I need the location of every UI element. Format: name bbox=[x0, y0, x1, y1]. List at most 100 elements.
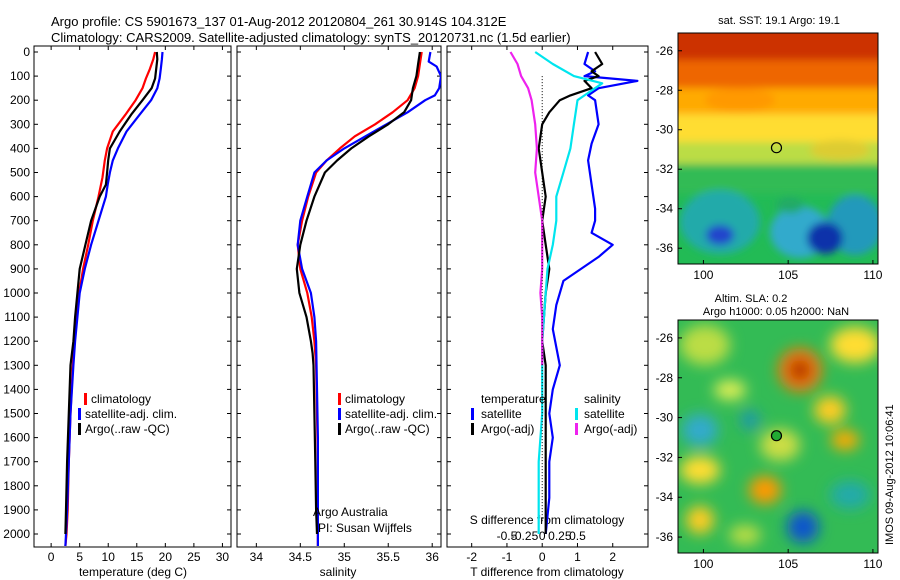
depth-tick-label: 100 bbox=[10, 69, 30, 83]
map-x-tick-label: 100 bbox=[693, 268, 713, 282]
map-y-tick-label: -30 bbox=[656, 123, 674, 137]
map-y-tick-label: -30 bbox=[656, 411, 674, 425]
depth-tick-label: 600 bbox=[10, 190, 30, 204]
salinity-xlabel: salinity bbox=[320, 565, 357, 579]
series-line bbox=[534, 51, 604, 534]
x-tick-label: 25 bbox=[187, 550, 201, 564]
map-y-tick-label: -28 bbox=[656, 83, 674, 97]
x-tick-label: 15 bbox=[130, 550, 144, 564]
depth-tick-label: 700 bbox=[10, 214, 30, 228]
s-difference-tick-label: -0.5 bbox=[497, 529, 518, 543]
series-line bbox=[64, 51, 164, 547]
imos-timestamp: IMOS 09-Aug-2012 10:06:41 bbox=[884, 404, 896, 545]
s-difference-tick-label: 0.5 bbox=[569, 529, 586, 543]
depth-axis: 0 100 200 300 400 500 600 700 800 900 1000 1100 1200… bbox=[3, 45, 648, 541]
x-tick-label: 5 bbox=[76, 550, 83, 564]
depth-tick-label: 1500 bbox=[3, 407, 30, 421]
map-y-tick-label: -34 bbox=[656, 490, 674, 504]
map-y-tick-label: -26 bbox=[656, 44, 674, 58]
legend-t-argo-swatch bbox=[471, 423, 474, 435]
series-line bbox=[295, 51, 421, 535]
x-tick-label: 0 bbox=[539, 550, 546, 564]
legend-argo-label: Argo(..raw -QC) bbox=[85, 422, 170, 436]
depth-tick-label: 800 bbox=[10, 238, 30, 252]
s-difference-tick-label: 0.25 bbox=[548, 529, 572, 543]
map-y-tick-label: -26 bbox=[656, 331, 674, 345]
t-difference-xlabel: T difference from climatology bbox=[470, 565, 624, 579]
map-y-tick-label: -32 bbox=[656, 162, 674, 176]
salinity-panel-frame bbox=[236, 45, 442, 548]
sla-map-field bbox=[678, 320, 878, 553]
series-line bbox=[64, 51, 159, 535]
temperature-legend: climatology satellite-adj. clim. Argo(..… bbox=[78, 392, 177, 436]
depth-tick-label: 1200 bbox=[3, 334, 30, 348]
legend-s-argo-label: Argo(-adj) bbox=[584, 422, 637, 436]
x-tick-label: 35.5 bbox=[377, 550, 401, 564]
depth-tick-label: 200 bbox=[10, 93, 30, 107]
depth-tick-label: 1900 bbox=[3, 503, 30, 517]
x-tick-label: 1 bbox=[574, 550, 581, 564]
depth-tick-label: 300 bbox=[10, 117, 30, 131]
depth-tick-label: 1600 bbox=[3, 431, 30, 445]
legend-s-satellite-swatch bbox=[575, 408, 578, 420]
x-tick-label: -2 bbox=[466, 550, 477, 564]
depth-tick-label: 500 bbox=[10, 166, 30, 180]
legend-temperature-heading: temperature bbox=[481, 392, 546, 406]
legend-climatology-label: climatology bbox=[91, 392, 151, 406]
map-y-tick-label: -28 bbox=[656, 371, 674, 385]
difference-panel-frame bbox=[446, 45, 649, 548]
legend-s-satellite-label: satellite bbox=[584, 407, 625, 421]
legend-satellite-swatch bbox=[338, 408, 341, 420]
x-tick-label: 34.5 bbox=[289, 550, 313, 564]
legend-argo-label: Argo(..raw -QC) bbox=[345, 422, 430, 436]
x-tick-label: 2 bbox=[609, 550, 616, 564]
sst-map-title: sat. SST: 19.1 Argo: 19.1 bbox=[718, 15, 840, 27]
sla-map-title-line2: Argo h1000: 0.05 h2000: NaN bbox=[703, 306, 849, 318]
map-y-tick-label: -36 bbox=[656, 530, 674, 544]
depth-tick-label: 1700 bbox=[3, 455, 30, 469]
salinity-legend: climatology satellite-adj. clim. Argo(..… bbox=[338, 392, 437, 436]
depth-tick-label: 1400 bbox=[3, 382, 30, 396]
x-tick-label: 30 bbox=[216, 550, 230, 564]
s-difference-tick-label: -0.25 bbox=[511, 529, 539, 543]
legend-salinity-heading: salinity bbox=[584, 392, 621, 406]
s-difference-x-axis: -0.5-0.25 0 0.250.5 bbox=[497, 529, 587, 543]
x-tick-label: 35 bbox=[338, 550, 352, 564]
x-tick-label: 10 bbox=[102, 550, 116, 564]
x-tick-label: 34 bbox=[250, 550, 264, 564]
legend-t-argo-label: Argo(-adj) bbox=[481, 422, 534, 436]
legend-climatology-swatch bbox=[84, 393, 87, 405]
sla-map-axes: 100 105 110 -26 -28 -30 -32 -34 -36 bbox=[656, 331, 883, 571]
s-difference-tick-label: 0 bbox=[539, 529, 546, 543]
depth-tick-label: 1800 bbox=[3, 479, 30, 493]
difference-plot-area bbox=[509, 51, 639, 535]
sla-argo-location-marker bbox=[770, 430, 783, 442]
legend-satellite-label: satellite-adj. clim. bbox=[85, 407, 177, 421]
legend-climatology-label: climatology bbox=[345, 392, 405, 406]
sla-map-frame bbox=[677, 319, 879, 554]
t-difference-x-axis: -2 -1 0 1 2 bbox=[466, 46, 616, 564]
sst-map-frame bbox=[677, 32, 879, 265]
credit-line2: PI: Susan Wijffels bbox=[318, 521, 412, 535]
map-x-tick-label: 105 bbox=[778, 557, 798, 571]
map-x-tick-label: 100 bbox=[693, 557, 713, 571]
depth-tick-label: 900 bbox=[10, 262, 30, 276]
map-y-tick-label: -32 bbox=[656, 450, 674, 464]
legend-t-satellite-label: satellite bbox=[481, 407, 522, 421]
credit-line1: Argo Australia bbox=[313, 505, 388, 519]
x-tick-label: 0 bbox=[48, 550, 55, 564]
depth-tick-label: 2000 bbox=[3, 527, 30, 541]
map-y-tick-label: -34 bbox=[656, 202, 674, 216]
series-line bbox=[296, 51, 441, 546]
legend-s-argo-swatch bbox=[575, 423, 578, 435]
figure-title-line1: Argo profile: CS 5901673_137 01-Aug-2012… bbox=[51, 14, 507, 29]
map-x-tick-label: 105 bbox=[778, 268, 798, 282]
sst-argo-location-marker bbox=[770, 142, 783, 154]
temperature-plot-area bbox=[64, 51, 164, 547]
map-y-tick-label: -36 bbox=[656, 241, 674, 255]
x-tick-label: 20 bbox=[159, 550, 173, 564]
x-tick-label: 36 bbox=[426, 550, 440, 564]
legend-climatology-swatch bbox=[338, 393, 341, 405]
depth-tick-label: 0 bbox=[23, 45, 30, 59]
